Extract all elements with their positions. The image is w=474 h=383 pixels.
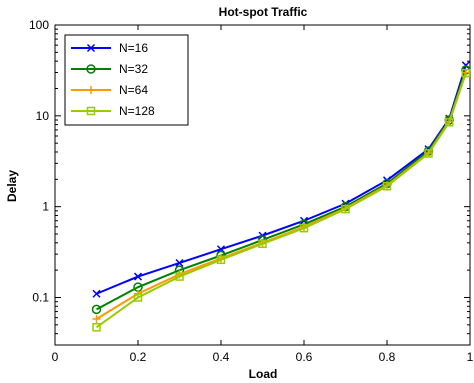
legend-marker-n-32 (86, 64, 96, 74)
data-point-n-128 (216, 255, 226, 265)
data-point-n-128 (424, 149, 433, 158)
data-point-n-16 (133, 272, 143, 281)
data-point-n-128 (341, 204, 350, 214)
data-point-n-128 (299, 223, 309, 233)
data-point-n-128 (175, 272, 184, 281)
data-point-n-128 (133, 293, 143, 302)
legend: N=16 N=32 N=64 N=128 (64, 34, 189, 126)
data-point-n-128 (382, 181, 392, 191)
legend-marker-n-128 (86, 106, 96, 116)
data-point-n-32 (91, 304, 102, 315)
x-tick-label: 1 (467, 350, 474, 364)
y-tick-label: 10 (36, 109, 50, 123)
legend-marker-n-16 (86, 43, 96, 53)
data-point-n-128 (461, 68, 471, 78)
x-tick-label: 0.2 (130, 350, 147, 364)
chart-title: Hot-spot Traffic (219, 5, 308, 19)
data-point-n-16 (92, 289, 101, 298)
x-tick-label: 0 (52, 350, 59, 364)
legend-label-n-16: N=16 (119, 41, 148, 55)
data-point-n-16 (175, 258, 184, 267)
data-point-n-128 (445, 117, 454, 127)
y-tick-label: 1 (42, 200, 49, 214)
data-point-n-64 (92, 314, 101, 323)
x-tick-label: 0.4 (213, 350, 230, 364)
x-tick-label: 0.8 (379, 350, 396, 364)
data-point-n-128 (258, 239, 267, 249)
y-axis-label: Delay (5, 170, 19, 202)
x-axis-label: Load (249, 367, 278, 381)
legend-label-n-32: N=32 (119, 62, 148, 76)
legend-label-n-64: N=64 (119, 83, 148, 97)
y-tick-label: 100 (29, 18, 49, 32)
series-n-128 (92, 68, 471, 332)
series-line-n-128 (95, 72, 467, 329)
x-tick-label: 0.6 (296, 350, 313, 364)
data-point-n-128 (92, 323, 101, 332)
y-tick-label: 0.1 (32, 291, 49, 305)
legend-marker-n-64 (87, 86, 95, 94)
legend-label-n-128: N=128 (119, 104, 155, 118)
